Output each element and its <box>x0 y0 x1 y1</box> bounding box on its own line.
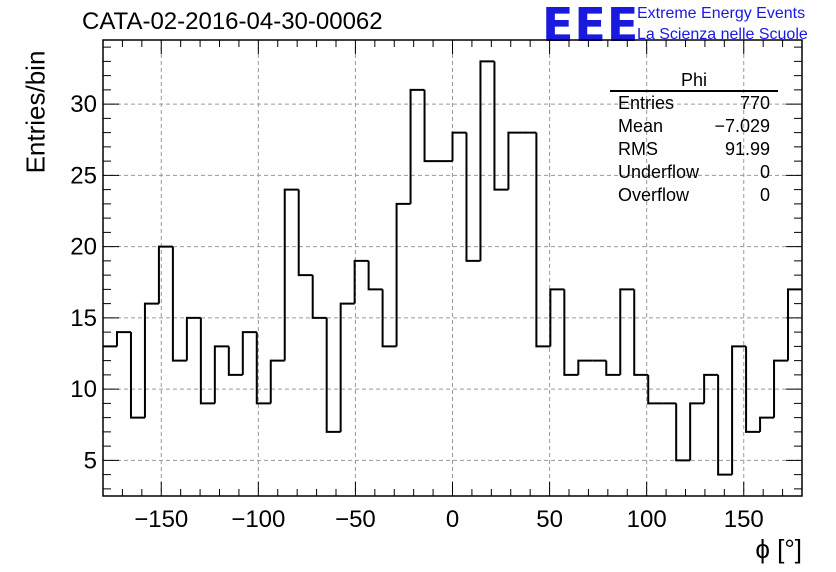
histogram-bin <box>353 259 369 304</box>
histogram-bin <box>199 317 215 405</box>
histogram-bin <box>759 416 775 432</box>
histogram-bin <box>647 374 663 405</box>
stats-row-rms: RMS 91.99 <box>610 138 778 161</box>
histogram-bin <box>745 346 761 433</box>
histogram-bin <box>311 275 327 319</box>
histogram-bin <box>143 302 159 418</box>
logo-line-2: La Scienza nelle Scuole <box>637 26 808 43</box>
histogram-bin <box>255 332 271 405</box>
y-tick-label: 10 <box>70 376 97 403</box>
histogram-bin <box>535 132 551 348</box>
histogram-bin <box>339 302 355 432</box>
x-tick-label: 150 <box>724 506 764 533</box>
histogram-bin <box>689 402 705 461</box>
histogram-bin <box>563 289 579 376</box>
histogram-bin <box>465 132 481 262</box>
histogram-bin <box>479 60 495 261</box>
x-axis-label: ϕ [°] <box>755 534 802 564</box>
histogram-bin <box>787 288 802 361</box>
histogram-bin <box>423 89 439 163</box>
histogram-bin <box>409 88 425 204</box>
histogram-bin <box>381 289 397 348</box>
stats-value: 0 <box>759 185 770 205</box>
y-tick-label: 5 <box>84 447 97 474</box>
y-tick-label: 30 <box>70 91 97 118</box>
y-tick-label: 15 <box>70 305 97 332</box>
histogram-bin <box>241 331 257 375</box>
histogram-bin <box>675 403 691 462</box>
stats-label: RMS <box>618 139 658 159</box>
stats-row-entries: Entries 770 <box>610 92 778 115</box>
histogram-bin <box>213 345 229 404</box>
grid-lines <box>103 40 802 496</box>
histogram-bin <box>185 316 201 361</box>
histogram-bin <box>451 131 467 162</box>
histogram-bin <box>549 288 565 347</box>
histogram-bin <box>395 202 411 347</box>
histogram-bars <box>103 60 802 476</box>
x-tick-label: 0 <box>446 506 459 533</box>
x-tick-label: −150 <box>134 506 188 533</box>
histogram-bin <box>325 317 341 433</box>
x-tick-label: −50 <box>335 506 376 533</box>
stats-row-overflow: Overflow 0 <box>610 184 778 207</box>
histogram-bin <box>717 374 733 476</box>
histogram-bin <box>773 359 789 418</box>
stats-box: Phi Entries 770 Mean −7.029 RMS 91.99 Under… <box>610 70 778 207</box>
histogram-bin <box>157 245 173 304</box>
x-tick-label: 100 <box>627 506 667 533</box>
histogram-bin <box>703 373 719 404</box>
histogram-bin <box>493 61 509 191</box>
histogram-bin <box>227 346 243 376</box>
histogram-bin <box>619 288 635 375</box>
x-tick-label: −100 <box>231 506 285 533</box>
stats-value: 770 <box>739 93 770 113</box>
histogram-bin <box>283 188 299 361</box>
histogram-bin <box>605 360 621 376</box>
histogram-bin <box>171 246 187 362</box>
histogram-bin <box>269 359 285 404</box>
stats-row-mean: Mean −7.029 <box>610 115 778 138</box>
stats-label: Overflow <box>618 185 690 205</box>
stats-value: 91.99 <box>724 139 770 159</box>
stats-name: Phi <box>610 70 778 92</box>
histogram-bin <box>577 359 593 375</box>
logo-line-1: Extreme Energy Events <box>637 5 806 22</box>
plot-title: CATA-02-2016-04-30-00062 <box>82 8 383 35</box>
stats-label: Underflow <box>618 162 700 182</box>
histogram-bin <box>115 331 131 347</box>
histogram-bin <box>129 332 145 419</box>
y-tick-label: 20 <box>70 234 97 261</box>
stats-label: Mean <box>618 116 664 136</box>
histogram-bin <box>367 260 383 291</box>
histogram-bin <box>633 289 649 376</box>
stats-row-underflow: Underflow 0 <box>610 161 778 184</box>
x-tick-label: 50 <box>536 506 563 533</box>
histogram-bin <box>731 345 747 475</box>
histogram-bin <box>507 131 523 190</box>
y-axis-label: Entries/bin <box>20 50 51 174</box>
stats-value: 0 <box>759 162 770 182</box>
stats-value: −7.029 <box>714 116 770 136</box>
axes: −150 −100 −50 0 50 100 150 5 10 15 20 25 30 <box>70 39 803 533</box>
stats-label: Entries <box>618 93 675 113</box>
y-tick-label: 25 <box>70 162 97 189</box>
histogram-bin <box>297 189 313 277</box>
